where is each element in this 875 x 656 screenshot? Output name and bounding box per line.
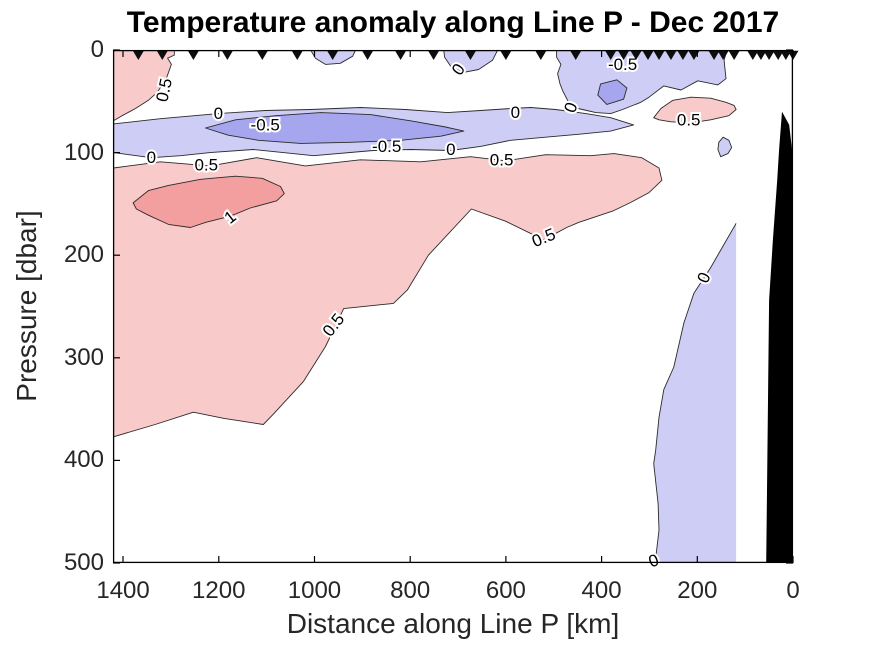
contour-line-level--0.5 [204, 112, 465, 144]
station-marker [772, 50, 784, 60]
contour-line-level-0 [443, 49, 499, 74]
contour-label: 0 [446, 140, 455, 159]
station-marker [221, 50, 233, 60]
station-marker [428, 50, 440, 60]
contour-label: -0.5 [372, 137, 401, 156]
x-tick-label: 1200 [192, 577, 246, 604]
station-marker [677, 50, 689, 60]
station-marker [156, 50, 168, 60]
station-marker [755, 50, 767, 60]
contour-line-level-0.5 [653, 96, 737, 124]
station-marker [362, 50, 374, 60]
chart-title: Temperature anomaly along Line P - Dec 2… [126, 6, 780, 39]
contour-line-level-0.5 [113, 153, 663, 438]
contour-label: 0.5 [490, 150, 514, 169]
station-marker [717, 50, 729, 60]
contour-line-level-0.5 [113, 50, 175, 122]
contour-label: 0 [511, 103, 520, 122]
station-marker [327, 50, 339, 60]
contour-region-surface-cold-core-east [597, 79, 627, 105]
station-marker [708, 50, 720, 60]
contour-line-level-1 [132, 175, 285, 228]
x-tick-label: 600 [485, 577, 526, 604]
x-axis-label: Distance along Line P [km] [286, 608, 620, 639]
station-marker [653, 50, 665, 60]
contour-label: 0 [214, 104, 223, 123]
station-marker [291, 50, 303, 60]
station-marker [570, 50, 582, 60]
contour-label: 0 [147, 148, 156, 167]
x-tick-label: 400 [581, 577, 622, 604]
contour-region-deep-warm-pool [113, 153, 662, 437]
contour-region-surface-warm-west [113, 50, 175, 121]
bathymetry-mask [766, 111, 793, 563]
contour-label: 0.5 [194, 155, 218, 174]
contour-region-surface-cold-dip-b [443, 50, 498, 73]
station-marker [605, 50, 617, 60]
station-marker [132, 50, 144, 60]
station-marker [464, 50, 476, 60]
y-axis-label: Pressure [dbar] [11, 210, 42, 402]
station-marker [618, 50, 630, 60]
contour-region-deep-warm-core [133, 176, 285, 228]
contour-label: -0.5 [251, 115, 280, 134]
contour-label: 0.5 [677, 110, 701, 129]
x-tick-label: 0 [786, 577, 800, 604]
contour-line-level-0 [113, 107, 635, 159]
plot-area: 0.5 0 0 0.5 -0.5 -0.5 0 0.5 0 1 0.5 0.5 -0.5 0 0 0.5 0 0 [112, 49, 799, 573]
station-marker [665, 50, 677, 60]
station-marker [535, 50, 547, 60]
contour-line-level-0 [556, 49, 728, 115]
station-marker [642, 50, 654, 60]
x-tick-label: 1000 [287, 577, 342, 604]
station-marker [395, 50, 407, 60]
y-tick-label: 0 [90, 36, 104, 63]
station-marker [630, 50, 642, 60]
station-marker [747, 50, 759, 60]
contour-line-level--0.5 [597, 79, 628, 105]
station-marker [688, 50, 700, 60]
contour-region-deep-cold-east [653, 223, 737, 563]
contour-label: -0.5 [608, 55, 637, 74]
y-tick-label: 500 [63, 549, 104, 576]
y-tick-label: 100 [63, 138, 104, 166]
station-marker [256, 50, 268, 60]
contour-region-surface-cold-east [556, 50, 727, 114]
station-marker [763, 50, 775, 60]
contour-label: 0.5 [152, 76, 175, 103]
station-marker [187, 50, 199, 60]
y-tick-label: 200 [63, 241, 104, 269]
y-tick-label: 300 [63, 343, 104, 371]
contour-line-level-0 [653, 223, 737, 564]
contour-line-level-0 [717, 136, 733, 158]
contour-region-cold-blob-east [717, 137, 732, 157]
x-tick-label: 1400 [96, 577, 150, 604]
station-marker [780, 50, 792, 60]
contour-region-warm-band-east [653, 97, 737, 123]
y-tick-label: 400 [63, 446, 104, 474]
contour-region-subsurface-cold-core [205, 112, 464, 144]
station-marker [728, 50, 740, 60]
x-tick-label: 800 [390, 577, 431, 604]
axes-border [112, 49, 794, 564]
x-tick-label: 200 [677, 577, 718, 604]
